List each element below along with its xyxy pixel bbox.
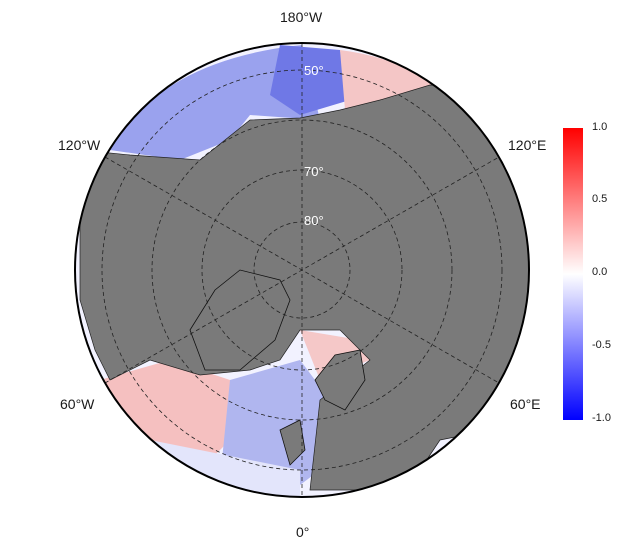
britain-outline <box>279 419 306 466</box>
colorbar-tick-0: 0.0 <box>592 266 608 278</box>
colorbar-tick-neg-0-5: -0.5 <box>592 339 611 351</box>
lon-label-60w: 60°W <box>60 396 95 412</box>
greenland-outline <box>189 269 291 371</box>
lat-label-50: 50° <box>304 63 324 78</box>
anomaly-pacific-blue <box>270 45 350 115</box>
lon-label-180w: 180°W <box>280 9 323 25</box>
meridian-120w-60e <box>104 156 500 384</box>
colorbar-tick-0-5: 0.5 <box>592 193 608 205</box>
anomaly-bering-blue <box>110 45 320 160</box>
lon-label-0: 0° <box>296 524 310 540</box>
lat-label-80: 80° <box>304 213 324 228</box>
lat-circle-50 <box>101 69 503 471</box>
lat-label-70: 70° <box>304 164 324 179</box>
map-border <box>74 42 530 498</box>
colorbar-tick-1: 1.0 <box>592 121 608 133</box>
lon-label-120w: 120°W <box>58 137 101 153</box>
lon-label-120e: 120°E <box>508 137 547 153</box>
lat-circle-80 <box>253 221 351 319</box>
colorbar <box>562 127 584 421</box>
land-mask <box>79 84 529 491</box>
lat-circle-60 <box>151 119 453 421</box>
scandinavia-outline <box>314 349 366 411</box>
colorbar-tick-neg-1: -1.0 <box>592 412 611 424</box>
lon-label-60e: 60°E <box>510 396 541 412</box>
